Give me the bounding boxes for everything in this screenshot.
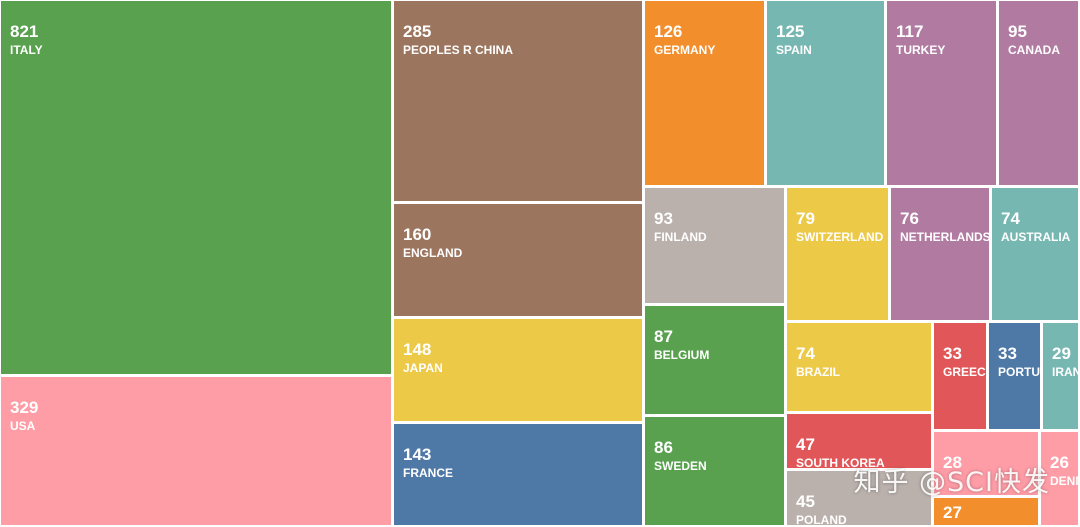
tile-label: IRAN — [1052, 365, 1078, 379]
tile-value: 33 — [998, 344, 1017, 363]
tile-belgium: 87 BELGIUM — [645, 306, 784, 414]
tile-label: POLAND — [796, 513, 847, 525]
tile-value: 29 — [1052, 344, 1071, 363]
tile-label: BRAZIL — [796, 365, 840, 379]
tile-label: ENGLAND — [403, 246, 463, 260]
tile-spain: 125 SPAIN — [767, 1, 884, 185]
tile-australia: 74 AUSTRALIA — [992, 188, 1078, 320]
tile-value: 27 — [943, 503, 962, 522]
tile-value: 74 — [796, 344, 815, 363]
tile-value: 125 — [776, 22, 805, 41]
tile-portugal: 33 PORTUGAL — [989, 323, 1040, 429]
tile-label: JAPAN — [403, 361, 443, 375]
tile-label: SPAIN — [776, 43, 812, 57]
tile-value: 33 — [943, 344, 962, 363]
tile-value: 87 — [654, 327, 673, 346]
tile-finland: 93 FINLAND — [645, 188, 784, 303]
tile-label: TURKEY — [896, 43, 946, 57]
tile-label: ITALY — [10, 43, 43, 57]
tile-canada: 95 CANADA — [999, 1, 1078, 185]
tile-peoples-r-china: 285 PEOPLES R CHINA — [394, 1, 642, 201]
tile-label: SWITZERLAND — [796, 230, 884, 244]
tile-sweden: 86 SWEDEN — [645, 417, 784, 525]
tile-label: USA — [10, 419, 36, 433]
tile-value: 86 — [654, 438, 673, 457]
tile-label: DENMARK — [1050, 474, 1078, 488]
tile-value: 45 — [796, 492, 815, 511]
tile-label: FRANCE — [403, 466, 453, 480]
tile-label: NETHERLANDS — [900, 230, 989, 244]
tile-brazil: 74 BRAZIL — [787, 323, 931, 411]
tile-value: 148 — [403, 340, 432, 359]
tile-switzerland: 79 SWITZERLAND — [787, 188, 888, 320]
tile-value: 126 — [654, 22, 683, 41]
tile-value-28: 28 — [934, 432, 1038, 495]
tile-label: GERMANY — [654, 43, 716, 57]
tile-value: 329 — [10, 398, 39, 417]
tile-turkey: 117 TURKEY — [887, 1, 996, 185]
tile-value: 26 — [1050, 453, 1069, 472]
tile-label: CANADA — [1008, 43, 1060, 57]
tile-value: 76 — [900, 209, 919, 228]
tile-label: BELGIUM — [654, 348, 710, 362]
tile-germany: 126 GERMANY — [645, 1, 764, 185]
tile-poland: 45 POLAND — [787, 471, 931, 525]
tile-value: 28 — [943, 453, 962, 472]
tile-usa: 329 USA — [1, 377, 391, 525]
tile-value: 285 — [403, 22, 432, 41]
tile-value: 117 — [896, 22, 924, 41]
tile-japan: 148 JAPAN — [394, 319, 642, 421]
watermark: 知乎 @SCI快发 — [853, 467, 1050, 498]
tile-label: PORTUGAL — [998, 365, 1040, 379]
tile-value: 160 — [403, 225, 432, 244]
tile-label: FINLAND — [654, 230, 707, 244]
tile-value: 47 — [796, 435, 815, 454]
tile-netherlands: 76 NETHERLANDS — [891, 188, 989, 320]
tile-denmark: 26 DENMARK — [1041, 432, 1078, 525]
tile-value-27: 27 — [934, 498, 1038, 525]
tile-south-korea: 47 SOUTH KOREA — [787, 414, 931, 468]
tile-value: 95 — [1008, 22, 1027, 41]
tile-france: 143 FRANCE — [394, 424, 642, 525]
tile-label: PEOPLES R CHINA — [403, 43, 514, 57]
tile-iran: 29 IRAN — [1043, 323, 1078, 429]
tile-label: SWEDEN — [654, 459, 707, 473]
tile-value: 93 — [654, 209, 673, 228]
tile-greece: 33 GREECE — [934, 323, 986, 429]
tile-italy: 821 ITALY — [1, 1, 391, 374]
tile-value: 79 — [796, 209, 815, 228]
tile-england: 160 ENGLAND — [394, 204, 642, 316]
tile-label: AUSTRALIA — [1001, 230, 1071, 244]
tile-value: 143 — [403, 445, 432, 464]
tile-value: 821 — [10, 22, 39, 41]
tile-label: GREECE — [943, 365, 986, 379]
tile-value: 74 — [1001, 209, 1020, 228]
tile-label: SOUTH KOREA — [796, 456, 885, 468]
